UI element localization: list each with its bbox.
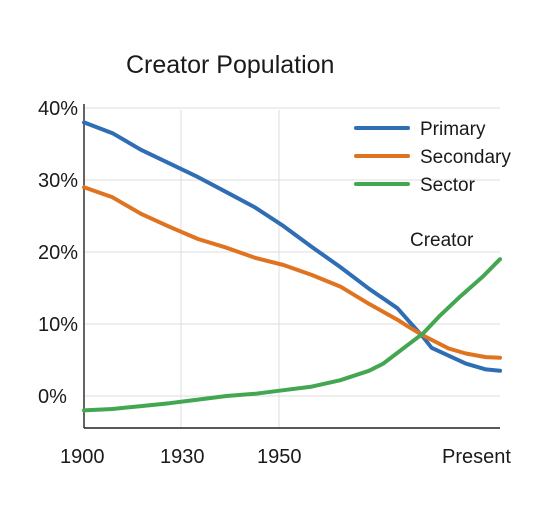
x-tick-label: 1950 xyxy=(257,446,302,468)
y-tick-label: 0% xyxy=(38,386,67,408)
y-tick-label: 10% xyxy=(38,314,78,336)
legend-label-primary: Primary xyxy=(420,119,486,140)
y-tick-label: 30% xyxy=(38,170,78,192)
series-line-sector xyxy=(82,257,502,413)
tick-labels: 0% 10% 20% 30% 40% 1900 1930 1950 Present xyxy=(38,98,511,468)
legend: Primary Secondary Sector xyxy=(354,119,511,196)
series-lines xyxy=(82,120,502,413)
y-tick-label: 40% xyxy=(38,98,78,120)
x-tick-label: 1900 xyxy=(60,446,105,468)
legend-label-sector: Sector xyxy=(420,175,476,196)
y-tick-label: 20% xyxy=(38,242,78,264)
x-tick-label: 1930 xyxy=(160,446,205,468)
axes xyxy=(83,104,500,429)
gridlines xyxy=(84,107,500,428)
series-line-secondary xyxy=(82,185,502,360)
series-line-primary xyxy=(82,120,502,373)
creator-annotation: Creator xyxy=(410,230,474,251)
x-tick-label: Present xyxy=(442,446,511,468)
chart-title: Creator Population xyxy=(126,51,334,79)
legend-label-secondary: Secondary xyxy=(420,147,511,168)
